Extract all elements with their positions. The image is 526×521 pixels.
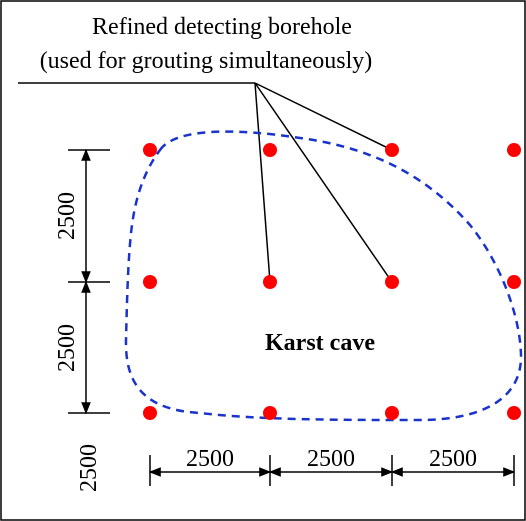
v-dim-label-2: 2500 [54, 324, 80, 372]
borehole-r1-c1 [143, 143, 157, 157]
borehole-r2-c3 [385, 275, 399, 289]
borehole-r3-c4 [507, 406, 521, 420]
h-dim-label-3: 2500 [429, 446, 477, 472]
borehole-grid [143, 143, 521, 420]
borehole-r1-c4 [507, 143, 521, 157]
v-dim-label-1: 2500 [54, 192, 80, 240]
borehole-r2-c2 [263, 275, 277, 289]
borehole-r2-c4 [507, 275, 521, 289]
callout-subtitle: (used for grouting simultaneously) [40, 48, 373, 74]
borehole-r2-c1 [143, 275, 157, 289]
callout-pointer-3 [254, 82, 393, 283]
borehole-r1-c2 [263, 143, 277, 157]
v-dim-label-3: 2500 [76, 444, 102, 492]
borehole-r3-c1 [143, 406, 157, 420]
h-dim-label-2: 2500 [307, 446, 355, 472]
vertical-dimensions: 2500 2500 2500 [54, 148, 110, 492]
karst-cave-label: Karst cave [265, 330, 375, 356]
callout-title: Refined detecting borehole [92, 14, 352, 40]
horizontal-dimensions: 2500 2500 2500 [148, 446, 516, 486]
callout-pointer-1 [254, 82, 393, 151]
karst-cave-outline [124, 130, 523, 422]
borehole-r3-c2 [263, 406, 277, 420]
callout-pointer-2 [254, 82, 271, 283]
borehole-r1-c3 [385, 143, 399, 157]
borehole-r3-c3 [385, 406, 399, 420]
h-dim-label-1: 2500 [186, 446, 234, 472]
